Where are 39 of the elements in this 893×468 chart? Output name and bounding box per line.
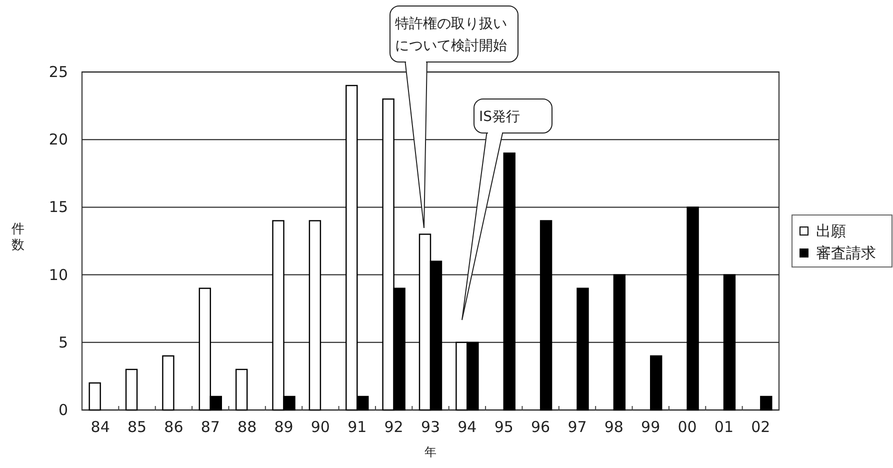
bar (503, 152, 516, 411)
annotation: IS発行 (479, 109, 520, 125)
x-tick-label: 96 (531, 418, 550, 436)
bar (650, 355, 662, 411)
x-tick-label: 90 (310, 418, 330, 436)
x-tick-label: 00 (678, 418, 697, 436)
x-tick-label: 99 (641, 418, 660, 436)
x-axis-title: 年 (424, 445, 436, 459)
callout: IS発行 (462, 98, 552, 320)
x-tick-label: 93 (420, 418, 440, 436)
y-tick-label: 5 (58, 333, 68, 352)
y-axis-title: 件数 (12, 222, 24, 253)
x-tick-label: 02 (751, 418, 770, 436)
y-tick-label: 15 (48, 198, 68, 216)
y-tick-label: 20 (48, 130, 68, 149)
x-tick-label: 98 (604, 418, 624, 436)
bar (576, 288, 589, 411)
x-tick-label: 92 (384, 418, 404, 436)
x-tick-label: 84 (90, 418, 110, 436)
y-tick-label: 25 (48, 63, 68, 81)
x-tick-label: 95 (494, 418, 514, 436)
bar (613, 274, 626, 411)
x-tick-label: 94 (458, 418, 477, 436)
x-tick-label: 89 (274, 418, 294, 436)
legend-label: 審査請求 (816, 244, 876, 262)
x-tick-label: 88 (238, 418, 257, 436)
y-tick-label: 0 (58, 401, 68, 419)
x-tick-label: 91 (348, 418, 367, 436)
bar (760, 396, 772, 411)
legend-label: 出願 (816, 222, 846, 240)
x-tick-label: 85 (127, 418, 147, 436)
x-tick-label: 97 (568, 418, 587, 436)
x-tick-label: 86 (164, 418, 184, 436)
x-tick-label: 87 (200, 418, 220, 436)
bar (540, 220, 552, 411)
x-tick-label: 01 (714, 418, 734, 436)
y-tick-label: 10 (48, 266, 68, 284)
bar (686, 206, 699, 411)
bar (723, 274, 736, 411)
